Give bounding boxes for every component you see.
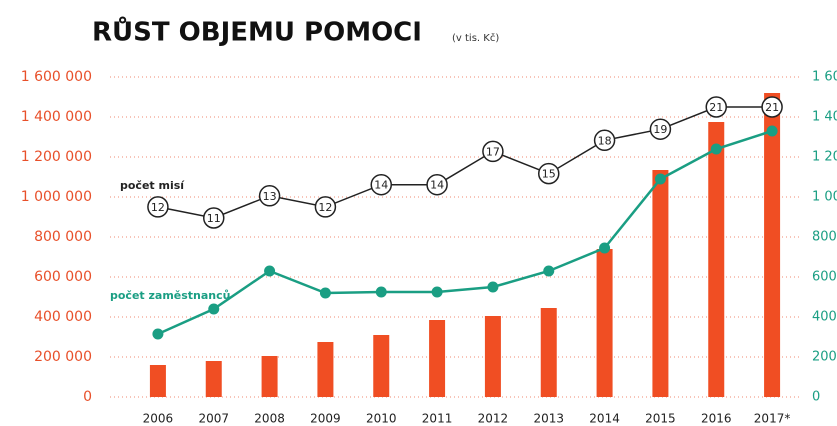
point <box>314 196 337 218</box>
point <box>319 287 331 299</box>
point <box>426 173 448 196</box>
data-label: 11 <box>207 212 221 225</box>
x-tick-label: 2016 <box>701 412 732 426</box>
chart-subtitle: (v tis. Kč) <box>452 32 499 44</box>
point <box>431 286 443 298</box>
data-label: 12 <box>151 201 165 214</box>
y-tick-label: 1 400 000 <box>21 109 92 125</box>
point <box>710 143 722 155</box>
bar <box>484 316 501 397</box>
y2-tick-label: 400 <box>812 310 837 325</box>
data-label: 14 <box>374 179 388 192</box>
data-label: 15 <box>542 168 556 181</box>
series-label: počet misí <box>120 179 185 192</box>
y-tick-label: 600 000 <box>34 269 92 285</box>
bar <box>373 335 390 397</box>
y2-tick-label: 1 600 <box>812 70 837 85</box>
x-tick-label: 2017* <box>754 412 791 426</box>
series-label: počet zaměstnanců <box>110 289 231 302</box>
y2-tick-label: 1 400 <box>812 110 837 125</box>
point <box>152 328 164 340</box>
data-label: 12 <box>318 201 332 214</box>
bar <box>540 308 557 397</box>
point <box>147 196 169 218</box>
x-tick-label: 2015 <box>645 412 676 426</box>
y-tick-label: 400 000 <box>34 309 92 325</box>
y2-tick-label: 600 <box>812 270 837 285</box>
bar <box>652 170 669 397</box>
point <box>761 96 783 118</box>
y-tick-label: 200 000 <box>34 349 92 365</box>
line <box>157 106 773 219</box>
y2-tick-label: 0 <box>812 390 820 405</box>
y2-tick-label: 800 <box>812 230 837 245</box>
point <box>487 281 499 293</box>
data-label: 18 <box>598 134 612 147</box>
y2-tick-label: 1 000 <box>812 190 837 205</box>
bar <box>205 361 222 397</box>
x-tick-label: 2012 <box>478 412 509 426</box>
line <box>157 129 773 336</box>
bar <box>317 342 334 397</box>
data-label: 13 <box>263 190 277 203</box>
y2-tick-label: 1 200 <box>812 150 837 165</box>
point <box>654 173 666 185</box>
y-tick-label: 1 600 000 <box>21 69 92 85</box>
point <box>375 286 387 298</box>
data-label: 21 <box>765 101 779 114</box>
bar <box>261 356 278 397</box>
point <box>766 125 778 137</box>
x-tick-label: 2014 <box>589 412 620 426</box>
y-tick-label: 0 <box>83 389 92 405</box>
data-label: 17 <box>486 145 500 158</box>
x-tick-label: 2011 <box>422 412 453 426</box>
point <box>649 118 672 140</box>
bar <box>149 365 166 397</box>
x-tick-label: 2010 <box>366 412 397 426</box>
point <box>203 207 225 229</box>
point <box>258 185 281 207</box>
point <box>264 265 276 277</box>
chart-title: RŮST OBJEMU POMOCI <box>92 15 422 48</box>
data-label: 14 <box>430 179 444 192</box>
y-tick-label: 1 000 000 <box>21 189 92 205</box>
point <box>370 173 392 196</box>
point <box>208 303 220 315</box>
bar <box>596 249 613 397</box>
y2-tick-label: 200 <box>812 350 837 365</box>
x-tick-label: 2009 <box>310 412 341 426</box>
x-tick-label: 2008 <box>254 412 285 426</box>
point <box>599 242 611 254</box>
x-tick-label: 2013 <box>533 412 564 426</box>
y-tick-label: 1 200 000 <box>21 149 92 165</box>
point <box>538 162 560 185</box>
x-tick-label: 2006 <box>143 412 174 426</box>
bar <box>708 122 725 397</box>
point <box>482 140 504 163</box>
point <box>543 265 555 277</box>
point <box>705 96 727 118</box>
bar <box>764 93 781 397</box>
bar <box>429 320 446 397</box>
data-label: 21 <box>709 101 723 114</box>
y-tick-label: 800 000 <box>34 229 92 245</box>
data-label: 19 <box>653 123 667 136</box>
x-tick-label: 2007 <box>198 412 229 426</box>
point <box>593 129 616 152</box>
